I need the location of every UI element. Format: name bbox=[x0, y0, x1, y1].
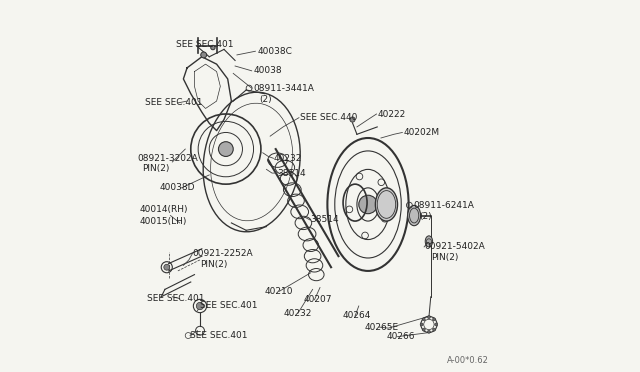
Circle shape bbox=[196, 302, 204, 310]
Circle shape bbox=[218, 142, 233, 157]
Circle shape bbox=[422, 318, 425, 321]
Text: 40015(LH): 40015(LH) bbox=[139, 217, 186, 225]
Text: 40038D: 40038D bbox=[159, 183, 195, 192]
Text: 40232: 40232 bbox=[274, 154, 302, 163]
Text: 40014(RH): 40014(RH) bbox=[139, 205, 188, 215]
Text: 40266: 40266 bbox=[387, 332, 415, 341]
Text: 40210: 40210 bbox=[264, 287, 293, 296]
Circle shape bbox=[422, 328, 425, 331]
Text: 00921-5402A: 00921-5402A bbox=[424, 243, 485, 251]
Text: 08921-3202A: 08921-3202A bbox=[137, 154, 198, 163]
Text: PIN(2): PIN(2) bbox=[200, 260, 227, 269]
Circle shape bbox=[211, 45, 215, 50]
Circle shape bbox=[435, 323, 438, 326]
Text: SEE SEC.401: SEE SEC.401 bbox=[147, 294, 205, 303]
Text: A-00*0.62: A-00*0.62 bbox=[447, 356, 489, 365]
Text: 40264: 40264 bbox=[342, 311, 371, 320]
Ellipse shape bbox=[376, 188, 397, 221]
Text: 40232: 40232 bbox=[283, 309, 312, 318]
Circle shape bbox=[428, 316, 430, 319]
Circle shape bbox=[428, 330, 430, 333]
Text: 38514: 38514 bbox=[278, 169, 306, 177]
Circle shape bbox=[433, 318, 436, 321]
Text: SEE SEC.401: SEE SEC.401 bbox=[145, 99, 202, 108]
Ellipse shape bbox=[425, 236, 433, 247]
Circle shape bbox=[164, 264, 170, 270]
Circle shape bbox=[359, 195, 377, 214]
Text: 40038C: 40038C bbox=[257, 47, 292, 56]
Circle shape bbox=[433, 328, 436, 331]
Text: 38514: 38514 bbox=[311, 215, 339, 224]
Text: SEE SEC.401: SEE SEC.401 bbox=[190, 331, 248, 340]
Text: SEE SEC.401: SEE SEC.401 bbox=[176, 41, 234, 49]
Text: (2): (2) bbox=[419, 212, 431, 221]
Circle shape bbox=[201, 52, 207, 58]
Text: PIN(2): PIN(2) bbox=[431, 253, 458, 263]
Text: 40265E: 40265E bbox=[364, 323, 399, 331]
Text: 40038: 40038 bbox=[253, 66, 282, 75]
Circle shape bbox=[420, 323, 423, 326]
Ellipse shape bbox=[408, 205, 420, 226]
Text: SEE SEC.440: SEE SEC.440 bbox=[300, 113, 357, 122]
Text: 40202M: 40202M bbox=[403, 128, 439, 137]
Text: 40222: 40222 bbox=[377, 109, 406, 119]
Text: (2): (2) bbox=[259, 95, 272, 104]
Text: 00921-2252A: 00921-2252A bbox=[193, 249, 253, 258]
Text: PIN(2): PIN(2) bbox=[142, 164, 170, 173]
Text: 08911-3441A: 08911-3441A bbox=[253, 84, 314, 93]
Circle shape bbox=[350, 117, 355, 122]
Text: SEE SEC.401: SEE SEC.401 bbox=[200, 301, 257, 311]
Text: 08911-6241A: 08911-6241A bbox=[414, 201, 475, 210]
Text: 40207: 40207 bbox=[303, 295, 332, 304]
